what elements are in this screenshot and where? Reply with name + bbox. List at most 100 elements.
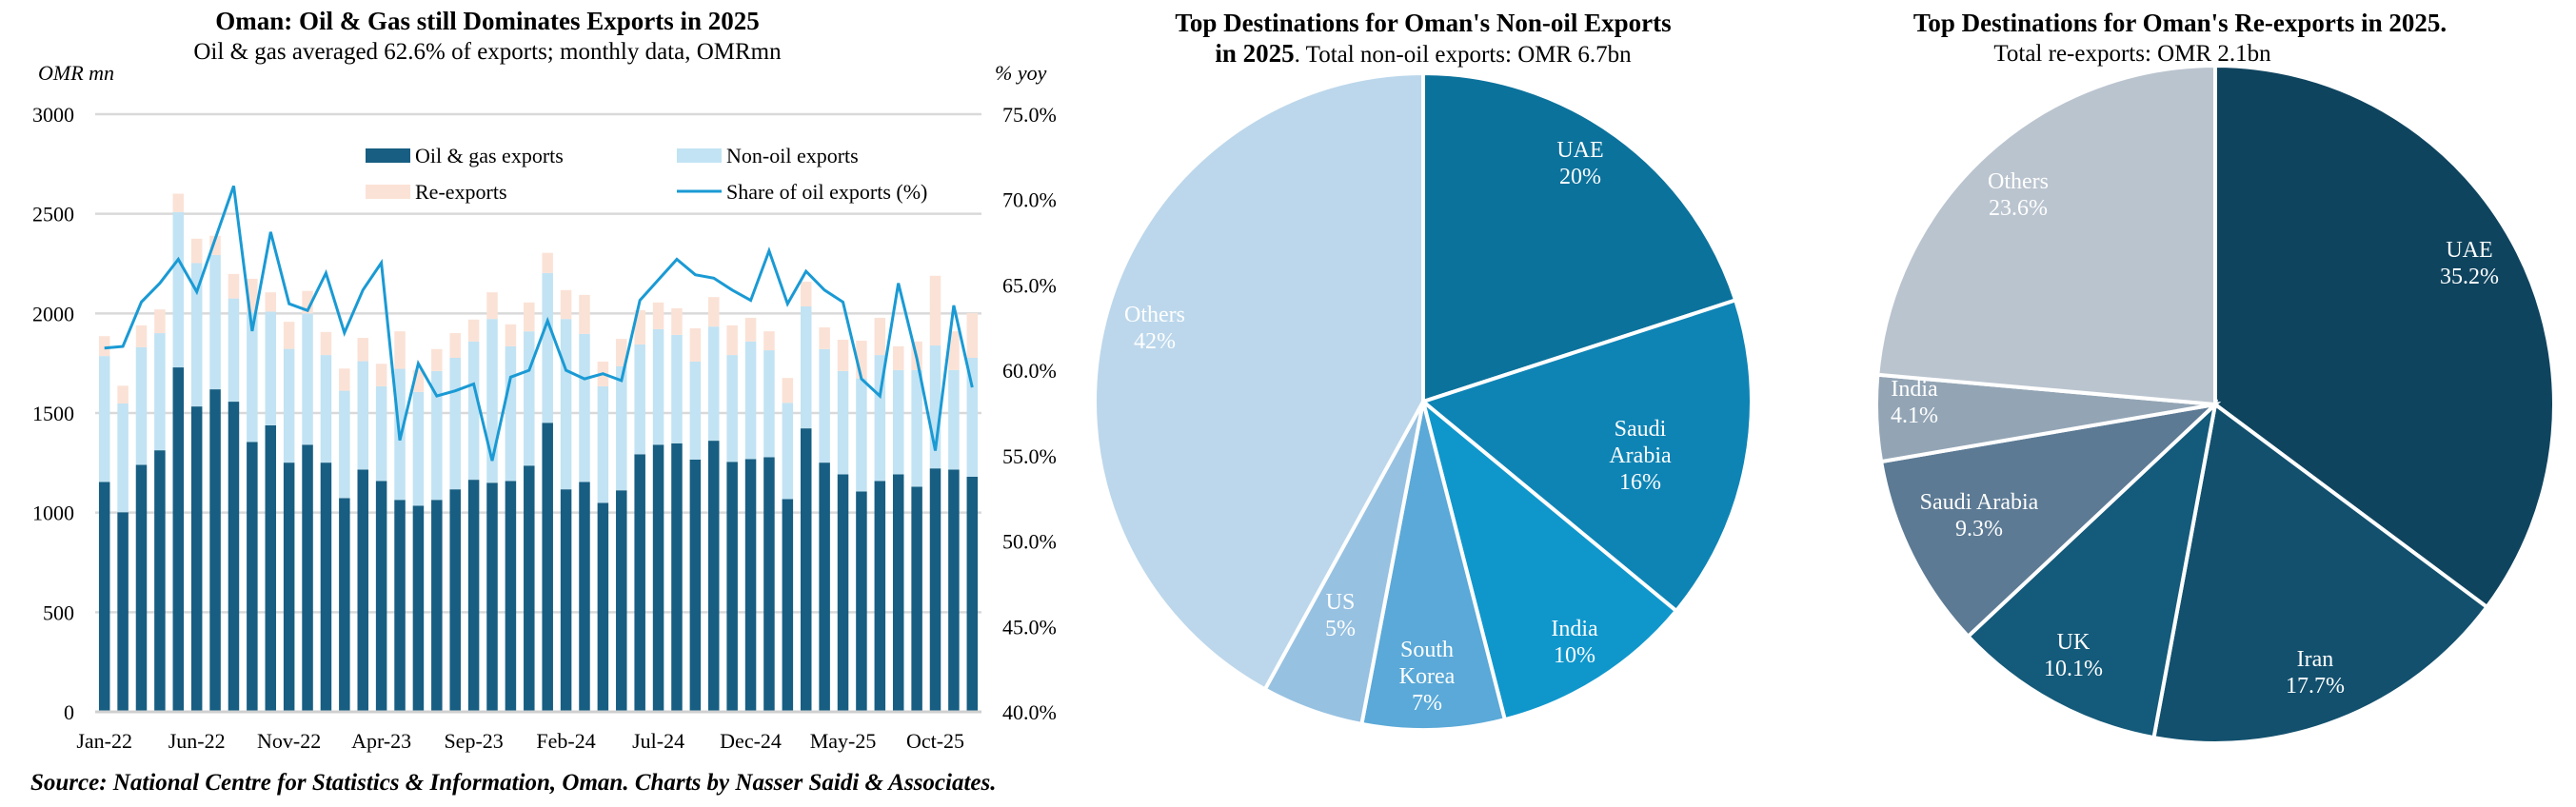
y2-tick-label: 45.0% xyxy=(1002,615,1057,639)
pie-value-others: 23.6% xyxy=(1989,196,2048,221)
bar-re-exports xyxy=(247,278,258,313)
bar-stack xyxy=(412,369,425,712)
pie-label-south-korea: South Korea 7% xyxy=(1399,638,1456,716)
bar-re-exports xyxy=(708,297,720,327)
y-tick-label: 2500 xyxy=(32,203,74,226)
pie-slice-saudi-arabia xyxy=(1418,297,1754,614)
bar-non-oil-exports xyxy=(892,369,904,475)
pie1-subtitle-rest: . Total non-oil exports: OMR 6.7bn xyxy=(1295,42,1633,68)
pie-label-saudi-arabia: Saudi Arabia 9.3% xyxy=(1920,490,2039,541)
bar-stack xyxy=(929,275,941,712)
bar-stack xyxy=(339,368,350,712)
bar-stack xyxy=(726,325,738,712)
pie-label-uae: UAE 35.2% xyxy=(2440,238,2499,289)
bar-oil-gas-exports xyxy=(966,476,979,712)
bar-re-exports xyxy=(154,309,166,334)
bar-stack xyxy=(800,282,812,712)
bar-non-oil-exports xyxy=(431,370,443,501)
bar-non-oil-exports xyxy=(117,403,129,513)
bar-re-exports xyxy=(412,369,425,392)
pie-label-uk: UK 10.1% xyxy=(2044,630,2103,681)
pie1-subtitle: in 2025. Total non-oil exports: OMR 6.7b… xyxy=(1215,39,1632,68)
share-line xyxy=(104,185,974,462)
y-tick-label: 1000 xyxy=(32,502,74,525)
bar-re-exports xyxy=(375,364,387,386)
bar-stack xyxy=(966,313,979,712)
bar-oil-gas-exports xyxy=(542,423,553,712)
bar-re-exports xyxy=(265,292,277,312)
bar-re-exports xyxy=(726,325,738,356)
bar-oil-gas-exports xyxy=(265,424,277,712)
bar-oil-gas-exports xyxy=(209,389,221,712)
bar-stack xyxy=(375,364,387,712)
bar-oil-gas-exports xyxy=(800,428,812,712)
pie1-title: Top Destinations for Oman's Non-oil Expo… xyxy=(1175,9,1671,37)
bar-oil-gas-exports xyxy=(505,481,517,712)
y2-tick-label: 75.0% xyxy=(1002,103,1057,127)
bar-oil-gas-exports xyxy=(467,480,480,712)
bar-stack xyxy=(689,328,702,712)
bar-re-exports xyxy=(892,345,904,370)
bar-re-exports xyxy=(135,325,148,347)
bar-re-exports xyxy=(800,282,812,307)
bar-oil-gas-exports xyxy=(190,406,203,712)
bar-oil-gas-exports xyxy=(357,469,368,712)
bar-stack xyxy=(542,252,553,712)
bar-oil-gas-exports xyxy=(689,459,702,712)
bar-re-exports xyxy=(819,326,830,349)
bar-oil-gas-exports xyxy=(763,457,775,712)
bar-re-exports xyxy=(320,331,332,356)
bar-re-exports xyxy=(486,292,498,320)
legend-item-share: Share of oil exports (%) xyxy=(677,180,927,204)
pie-value-india: 4.1% xyxy=(1891,404,1938,428)
bar-stack xyxy=(560,289,572,712)
bar-non-oil-exports xyxy=(560,319,572,490)
bar-stack xyxy=(524,302,535,712)
y2-tick-label: 65.0% xyxy=(1002,273,1057,297)
bar-non-oil-exports xyxy=(247,312,258,443)
legend-swatch-nonoil xyxy=(677,148,722,163)
bar-non-oil-exports xyxy=(837,370,849,475)
x-tick-label: Apr-23 xyxy=(351,729,411,753)
bar-oil-gas-exports xyxy=(117,512,129,712)
bar-stack xyxy=(892,345,904,712)
bar-re-exports xyxy=(394,331,406,369)
y-axis-label: OMR mn xyxy=(38,61,114,85)
pie-slice-india xyxy=(1419,396,1679,722)
y2-axis-label: % yoy xyxy=(995,61,1047,85)
bar-oil-gas-exports xyxy=(486,482,498,712)
bar-non-oil-exports xyxy=(763,350,775,458)
bar-non-oil-exports xyxy=(911,369,922,487)
bar-oil-gas-exports xyxy=(892,474,904,712)
legend-item-nonoil: Non-oil exports xyxy=(677,144,859,167)
bar-oil-gas-exports xyxy=(856,491,867,712)
x-tick-label: Feb-24 xyxy=(536,729,595,753)
bar-stack xyxy=(228,273,240,712)
bar-re-exports xyxy=(505,324,517,346)
bar-stack xyxy=(320,331,332,712)
bar-non-oil-exports xyxy=(579,333,590,482)
bar-re-exports xyxy=(929,275,941,346)
bar-re-exports xyxy=(763,331,775,351)
bar-re-exports xyxy=(744,317,757,342)
bar-series xyxy=(98,193,979,712)
y-tick-label: 3000 xyxy=(32,103,74,127)
bar-oil-gas-exports xyxy=(172,367,185,712)
bar-oil-gas-exports xyxy=(431,500,443,712)
bar-non-oil-exports xyxy=(616,366,627,491)
pie-non-oil-exports: UAE 20% Saudi Arabia 16% India 10% South Korea 7%… xyxy=(1092,70,1754,732)
bar-oil-gas-exports xyxy=(874,481,886,712)
bar-stack xyxy=(486,292,498,712)
bar-re-exports xyxy=(302,290,313,314)
y-tick-label: 1500 xyxy=(32,402,74,425)
bar-oil-gas-exports xyxy=(708,441,720,712)
bar-stack xyxy=(209,235,221,712)
pie-label-others: Others 23.6% xyxy=(1988,169,2049,221)
share-line-series xyxy=(104,185,974,462)
bar-re-exports xyxy=(616,339,627,367)
bar-stack xyxy=(449,333,461,712)
bar-stack xyxy=(98,336,110,712)
pie-label-india: India 4.1% xyxy=(1891,377,1938,428)
bar-re-exports xyxy=(634,309,645,344)
bar-non-oil-exports xyxy=(634,344,645,455)
